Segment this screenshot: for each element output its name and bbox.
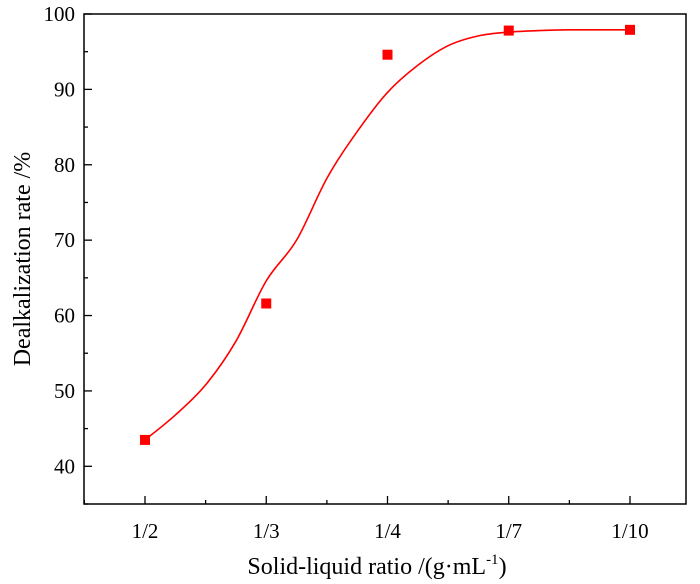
fit-curve	[144, 28, 630, 441]
plot-frame	[83, 13, 687, 505]
data-point	[625, 24, 635, 35]
data-point	[261, 298, 272, 309]
x-tick-label: 1/4	[374, 519, 401, 543]
data-point	[382, 49, 393, 60]
data-point	[503, 25, 514, 36]
data-points	[140, 24, 635, 445]
y-tick-label: 60	[54, 304, 75, 328]
x-axis-title: Solid-liquid ratio /(g·mL-1)	[247, 552, 506, 580]
x-axis: 1/2 1/3 1/4 1/7 1/10	[83, 496, 649, 543]
data-point	[140, 434, 150, 445]
y-tick-label: 100	[44, 2, 76, 26]
x-axis-title-suffix: )	[499, 554, 507, 580]
y-tick-label: 50	[54, 379, 75, 403]
y-tick-label: 80	[54, 153, 75, 177]
y-axis: 40 50 60 70 80 90 100	[44, 2, 92, 505]
y-tick-label: 70	[54, 228, 75, 252]
x-tick-label: 1/10	[611, 519, 648, 543]
plot-border	[83, 13, 687, 505]
x-axis-title-main: Solid-liquid ratio /(g·mL	[247, 554, 486, 580]
x-tick-label: 1/7	[495, 519, 522, 543]
x-tick-label: 1/3	[253, 519, 280, 543]
y-tick-label: 40	[54, 454, 75, 478]
y-axis-title: Dealkalization rate /%	[10, 152, 36, 367]
x-axis-title-superscript: -1	[486, 552, 499, 568]
x-tick-label: 1/2	[132, 519, 159, 543]
y-tick-label: 90	[54, 77, 75, 101]
